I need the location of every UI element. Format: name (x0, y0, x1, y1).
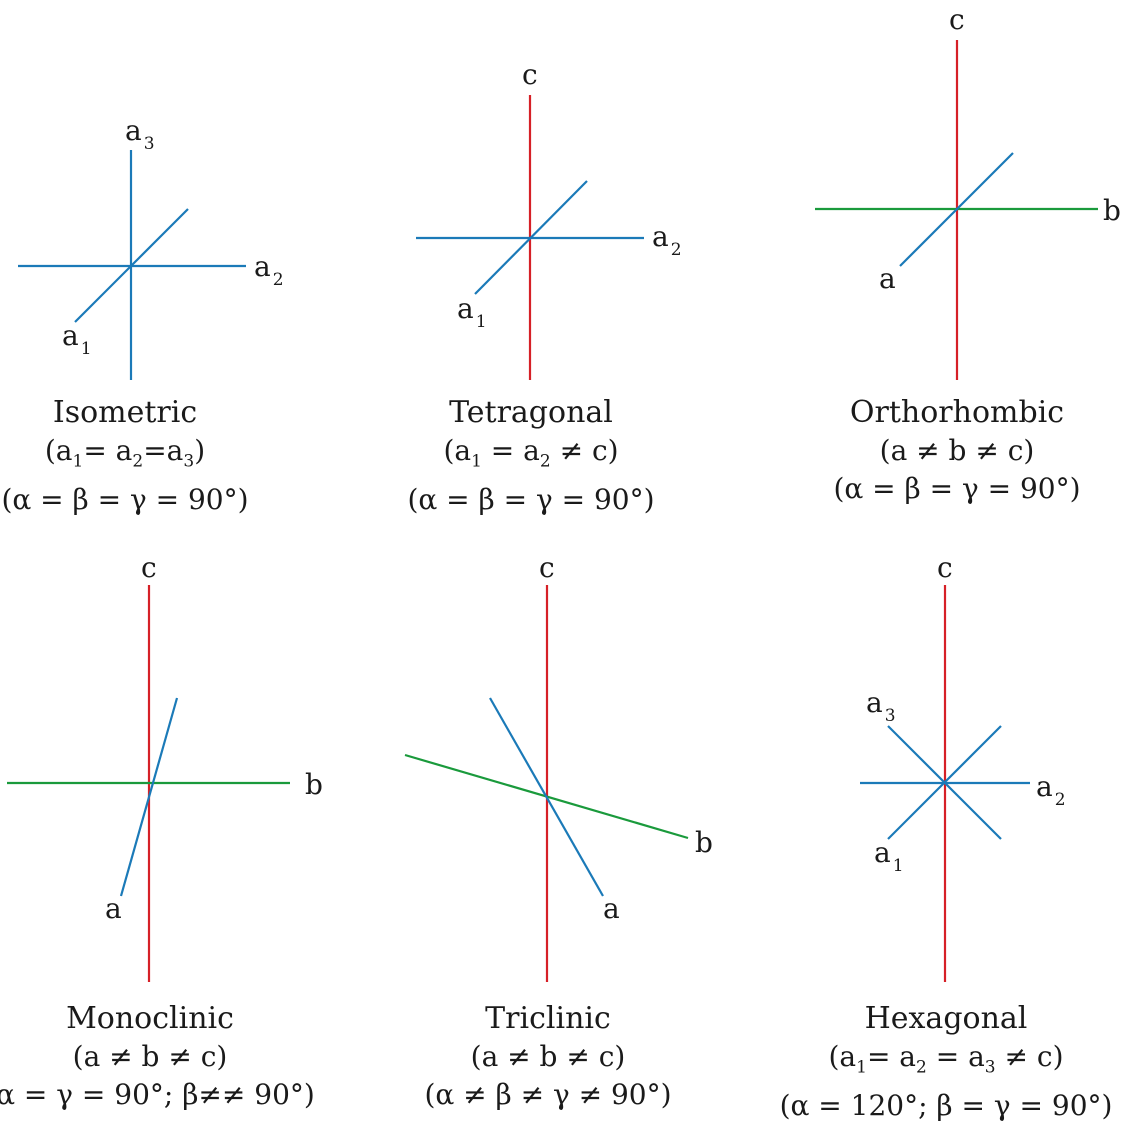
axis-line (489, 697, 604, 897)
axes-hexagonal: c a 3 a 2 a 1 (860, 551, 1066, 982)
caption-monoclinic: Monoclinic (a ≠ b ≠ c) (α = γ = 90°; β≠≠… (0, 1000, 350, 1114)
axis-line (474, 180, 588, 295)
axis-label: b (305, 768, 323, 801)
caption-tetragonal: Tetragonal (a1 = a2 ≠ c) (α = β = γ = 90… (331, 394, 731, 519)
axis-label: c (539, 551, 555, 584)
system-name: Triclinic (485, 1001, 611, 1036)
angle-relation: (α = 120°; β = γ = 90°) (779, 1088, 1113, 1121)
axes-monoclinic: c b a (7, 551, 323, 982)
axis-relation: (a ≠ b ≠ c) (470, 1040, 626, 1073)
axis-relation: (a ≠ b ≠ c) (72, 1040, 228, 1073)
system-name: Hexagonal (864, 1001, 1028, 1036)
axis-label: a (603, 892, 620, 925)
axis-line (899, 152, 1014, 267)
axis-label: a (105, 892, 122, 925)
axis-line (887, 725, 1002, 840)
axes-tetragonal: c a 2 a 1 (416, 58, 682, 380)
axes-orthorhombic: c b a (815, 3, 1121, 380)
axis-relation: (a1= a2 = a3 ≠ c) (828, 1040, 1064, 1078)
angle-relation: (α = β = γ = 90°) (833, 472, 1081, 505)
axis-line (74, 208, 189, 323)
system-name: Monoclinic (66, 1001, 234, 1036)
angle-relation: (α = β = γ = 90°) (1, 482, 249, 516)
angle-relation: (α = γ = 90°; β≠≠ 90°) (0, 1078, 315, 1111)
angle-relation: (α = β = γ = 90°) (407, 482, 655, 516)
axis-relation: (a1 = a2 ≠ c) (443, 434, 619, 472)
system-name: Orthorhombic (849, 395, 1065, 430)
axis-label: b (695, 826, 713, 859)
axis-label: c (937, 551, 953, 584)
caption-isometric: Isometric (a1= a2=a3) (α = β = γ = 90°) (0, 394, 325, 519)
system-name: Tetragonal (449, 395, 613, 430)
axis-relation: (a1= a2=a3) (44, 434, 206, 472)
axis-relation: (a ≠ b ≠ c) (879, 434, 1035, 467)
axis-label: c (949, 3, 965, 36)
system-name: Isometric (52, 395, 198, 430)
axis-line (119, 697, 179, 897)
axes-triclinic: c b a (404, 551, 713, 982)
axes-isometric: a 3 a 2 a 1 (18, 114, 284, 380)
axis-label: b (1103, 194, 1121, 227)
caption-orthorhombic: Orthorhombic (a ≠ b ≠ c) (α = β = γ = 90… (757, 394, 1121, 508)
axis-label: a (879, 262, 896, 295)
axis-label: c (141, 551, 157, 584)
angle-relation: (α ≠ β ≠ γ ≠ 90°) (424, 1078, 672, 1111)
caption-hexagonal: Hexagonal (a1= a2 = a3 ≠ c) (α = 120°; β… (746, 1000, 1121, 1121)
caption-triclinic: Triclinic (a ≠ b ≠ c) (α ≠ β ≠ γ ≠ 90°) (348, 1000, 748, 1114)
axis-label: c (522, 58, 538, 91)
